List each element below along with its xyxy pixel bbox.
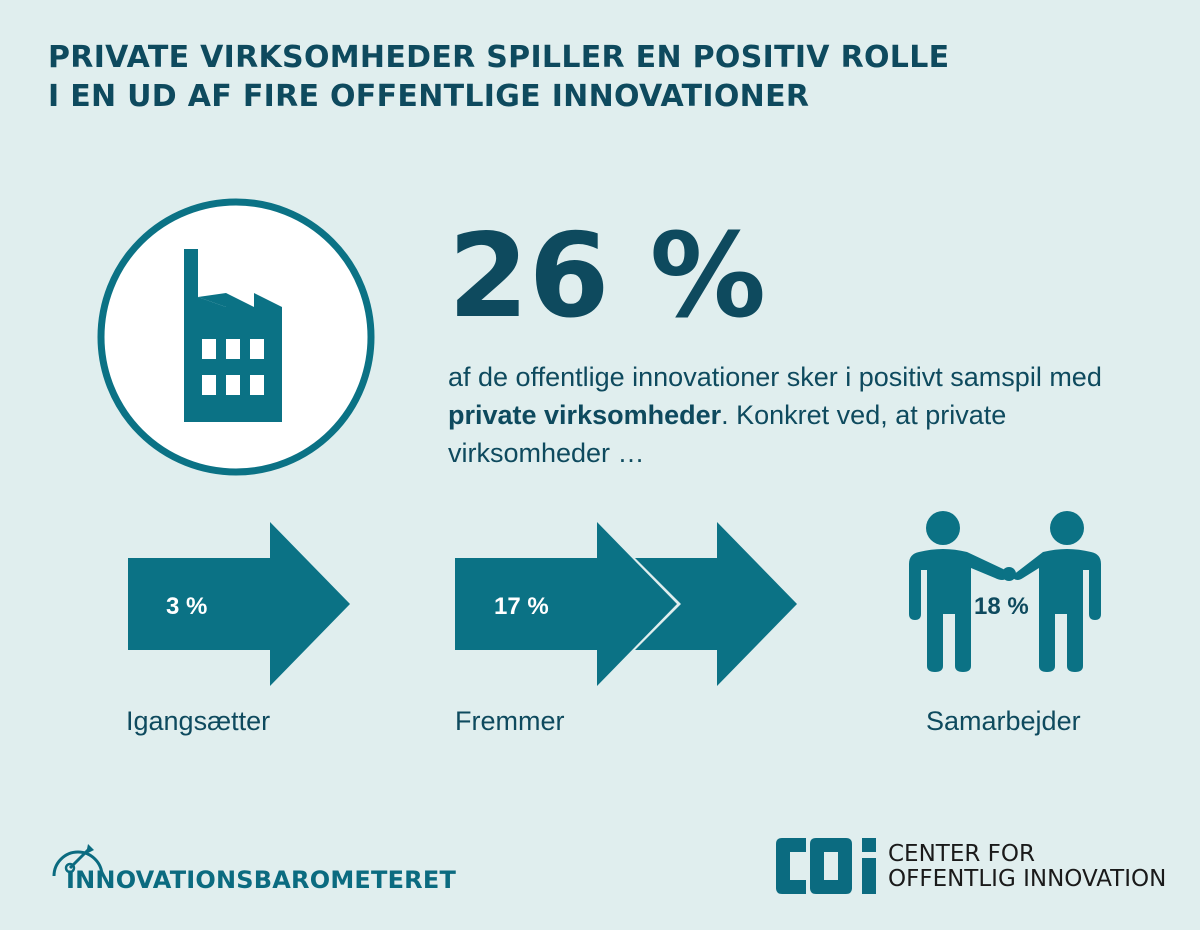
headline-description: af de offentlige innovationer sker i pos…	[448, 358, 1148, 472]
category-value-1: 3 %	[166, 593, 208, 620]
description-text-pre: af de offentlige innovationer sker i pos…	[448, 362, 1102, 392]
category-label-2: Fremmer	[455, 706, 565, 736]
category-value-2: 17 %	[494, 593, 549, 620]
description-text-bold: private virksomheder	[448, 400, 722, 430]
factory-icon	[97, 198, 375, 476]
headline-percentage: 26 %	[448, 209, 767, 344]
handshake-people-icon	[909, 511, 1101, 672]
coi-logo	[776, 838, 876, 894]
coi-name-line-2: OFFENTLIG INNOVATION	[888, 866, 1167, 892]
category-label-1: Igangsætter	[126, 706, 271, 736]
coi-name: CENTER FOR OFFENTLIG INNOVATION	[888, 842, 1166, 892]
page-title: PRIVATE VIRKSOMHEDER SPILLER EN POSITIV …	[48, 38, 949, 116]
single-arrow-icon	[128, 522, 350, 686]
category-value-3: 18 %	[974, 593, 1029, 620]
double-arrow-icon	[455, 522, 797, 686]
coi-name-line-1: CENTER FOR	[888, 841, 1035, 867]
title-line-1: PRIVATE VIRKSOMHEDER SPILLER EN POSITIV …	[48, 40, 950, 75]
compass-gauge-icon	[52, 844, 104, 877]
title-line-2: I EN UD AF FIRE OFFENTLIGE INNOVATIONER	[48, 79, 810, 114]
innovationsbarometeret-logo: INNOVATIONSBAROMETERET	[66, 866, 457, 894]
description-text-post: . Konkret ved, at private virksomheder …	[448, 400, 1007, 468]
category-label-3: Samarbejder	[926, 706, 1081, 736]
